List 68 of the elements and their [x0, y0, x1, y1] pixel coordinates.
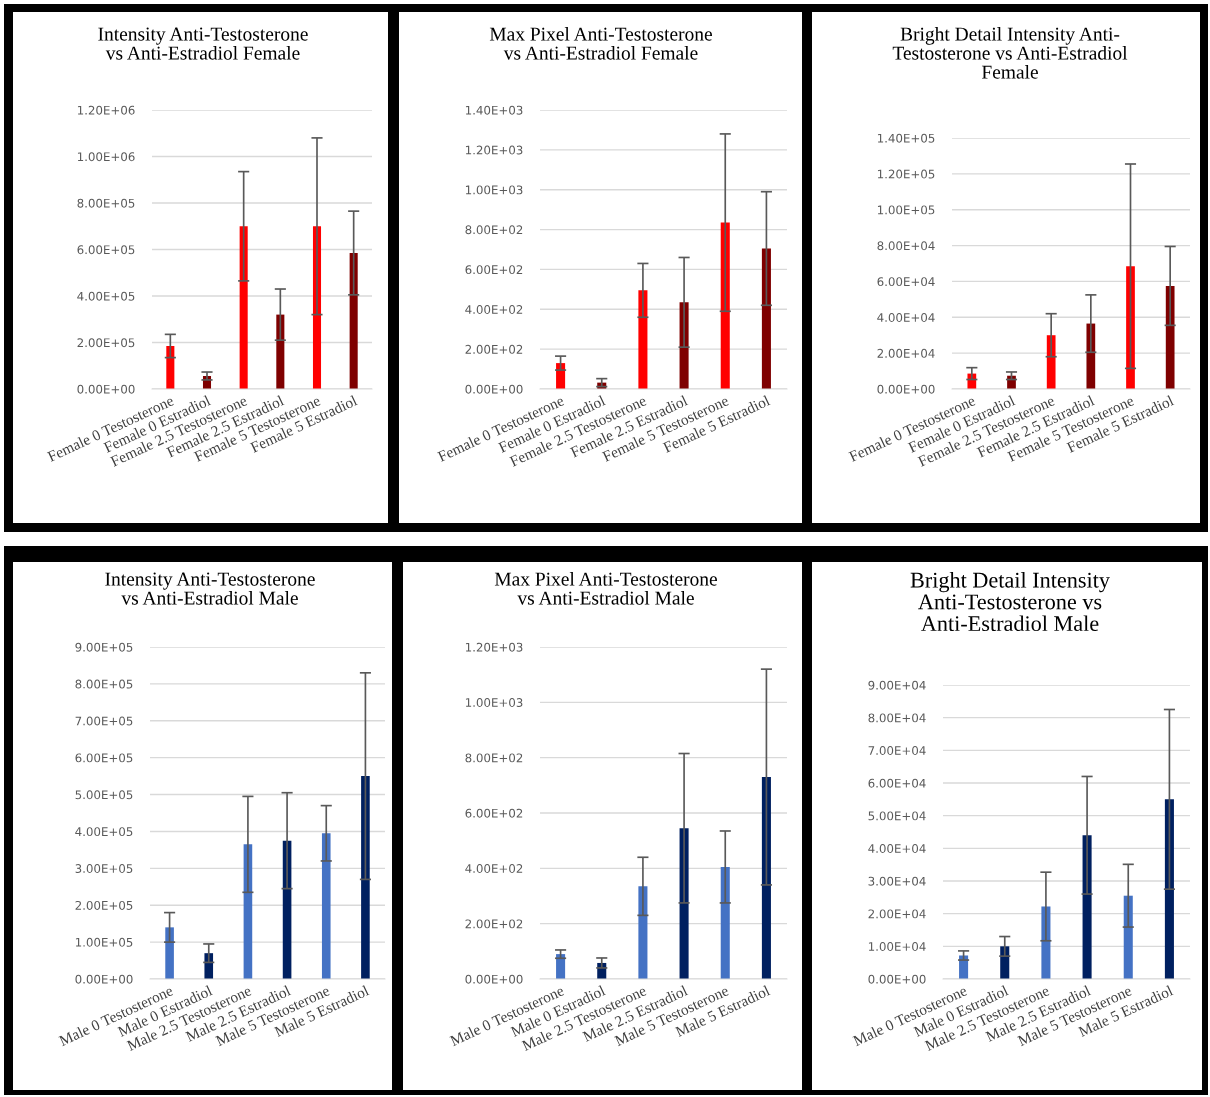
- y-tick-label: 1.00E+04: [868, 942, 926, 951]
- y-tick-label: 5.00E+04: [868, 811, 926, 821]
- chart-title: Max Pixel Anti-Testosterone vs Anti-Estradiol Male: [494, 572, 717, 605]
- y-tick-label: 2.00E+04: [868, 909, 926, 919]
- y-tick-label: 1.00E+03: [465, 185, 523, 195]
- y-tick-label: 4.00E+04: [868, 844, 926, 853]
- chart-title: Intensity Anti-Testosterone vs Anti-Estradiol Female: [98, 27, 308, 60]
- y-tick-label: 8.00E+02: [465, 753, 523, 763]
- y-tick-label: 1.00E+05: [877, 205, 935, 215]
- chart-title: Bright Detail Intensity Anti- Testosterone vs Anti-Estradiol Female: [892, 27, 1128, 79]
- y-tick-label: 5.00E+05: [75, 790, 133, 800]
- chart-title: Max Pixel Anti-Testosterone vs Anti-Estradiol Female: [489, 27, 712, 60]
- y-tick-label: 4.00E+02: [465, 305, 523, 314]
- y-tick-label: 9.00E+04: [868, 680, 926, 690]
- y-tick-label: 8.00E+04: [868, 713, 926, 723]
- y-tick-label: 4.00E+02: [465, 864, 523, 873]
- y-tick-label: 6.00E+02: [465, 808, 523, 818]
- bar: [1126, 266, 1135, 389]
- y-tick-label: 9.00E+05: [75, 642, 133, 652]
- y-tick-label: 0.00E+00: [868, 974, 926, 984]
- y-tick-label: 2.00E+02: [465, 919, 523, 929]
- y-tick-label: 1.00E+03: [465, 698, 523, 707]
- y-tick-label: 8.00E+02: [465, 225, 523, 235]
- y-tick-label: 6.00E+04: [877, 277, 935, 287]
- y-tick-label: 0.00E+00: [77, 384, 135, 394]
- y-tick-label: 1.20E+06: [77, 105, 135, 115]
- y-tick-label: 2.00E+04: [877, 348, 935, 358]
- y-tick-label: 1.20E+03: [465, 642, 523, 652]
- bar: [638, 886, 648, 979]
- y-tick-label: 6.00E+02: [465, 265, 523, 275]
- y-tick-label: 0.00E+00: [465, 974, 523, 984]
- y-tick-label: 0.00E+00: [465, 384, 523, 394]
- y-tick-label: 0.00E+00: [75, 974, 133, 984]
- bar: [361, 776, 370, 979]
- y-tick-label: 4.00E+04: [877, 313, 935, 322]
- y-tick-label: 1.00E+05: [75, 937, 133, 947]
- bar: [761, 248, 771, 389]
- bar: [761, 777, 771, 979]
- bar: [165, 927, 174, 979]
- y-tick-label: 3.00E+05: [75, 864, 133, 873]
- bar: [1164, 799, 1174, 979]
- y-tick-label: 1.40E+03: [465, 105, 523, 115]
- bar: [166, 345, 175, 389]
- y-tick-label: 1.20E+05: [877, 169, 935, 179]
- y-tick-label: 6.00E+05: [75, 753, 133, 763]
- y-tick-label: 8.00E+05: [75, 679, 133, 689]
- y-tick-label: 7.00E+05: [75, 716, 133, 726]
- chart-title: Bright Detail Intensity Anti-Testosterone vs Anti-Estradiol Male: [910, 572, 1110, 632]
- y-tick-label: 6.00E+04: [868, 778, 926, 788]
- y-tick-label: 8.00E+05: [77, 198, 135, 208]
- y-tick-label: 6.00E+05: [77, 245, 135, 255]
- y-tick-label: 3.00E+04: [868, 876, 926, 886]
- y-tick-label: 2.00E+02: [465, 344, 523, 354]
- bar: [321, 833, 331, 979]
- y-tick-label: 2.00E+05: [77, 338, 135, 348]
- y-tick-label: 8.00E+04: [877, 241, 935, 251]
- y-tick-label: 1.20E+03: [465, 145, 523, 155]
- bar: [720, 866, 730, 979]
- y-tick-label: 1.40E+05: [877, 133, 935, 143]
- y-tick-label: 7.00E+04: [868, 746, 926, 755]
- y-tick-label: 4.00E+05: [75, 827, 133, 837]
- y-tick-label: 1.00E+06: [77, 152, 135, 162]
- chart-title: Intensity Anti-Testosterone vs Anti-Estradiol Male: [105, 572, 315, 605]
- y-tick-label: 4.00E+05: [77, 291, 135, 301]
- bar: [638, 290, 648, 389]
- bar: [349, 252, 358, 389]
- y-tick-label: 2.00E+05: [75, 900, 133, 910]
- y-tick-label: 0.00E+00: [877, 384, 935, 394]
